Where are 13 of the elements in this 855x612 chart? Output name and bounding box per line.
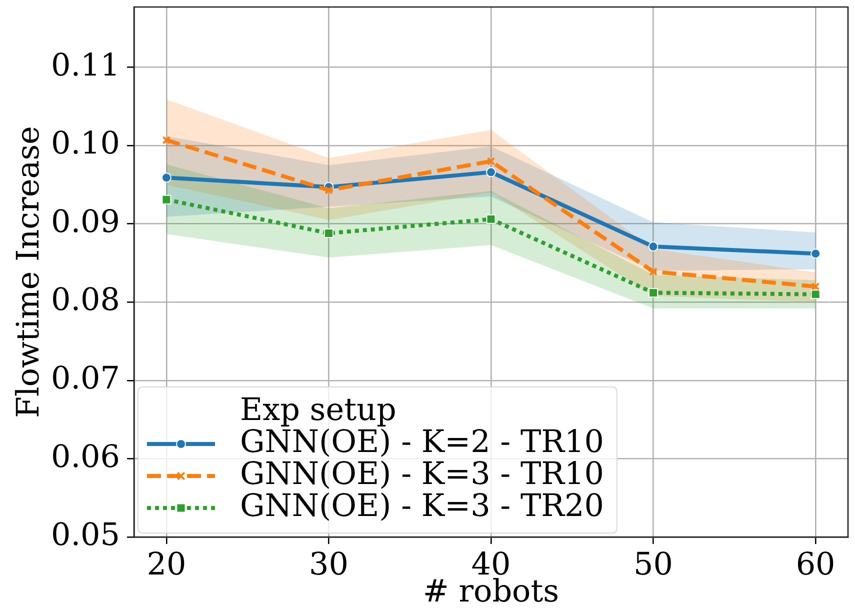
y-tick-label: 0.07 [50, 360, 120, 396]
x-tick-label: 30 [309, 546, 348, 583]
y-tick-label: 0.11 [50, 47, 120, 84]
y-tick-label: 0.05 [50, 517, 120, 554]
x-tick-label: 60 [796, 546, 836, 583]
y-tick-label: 0.09 [50, 204, 120, 240]
y-axis-title: Flowtime Increase [10, 126, 47, 418]
x-tick-label: 20 [146, 546, 186, 583]
x-tick-label: 50 [634, 546, 673, 583]
legend-title: Exp setup [240, 392, 396, 428]
y-tick-label: 0.10 [50, 126, 120, 162]
y-tick-label: 0.08 [50, 282, 120, 318]
y-tick-label: 0.06 [50, 438, 120, 475]
